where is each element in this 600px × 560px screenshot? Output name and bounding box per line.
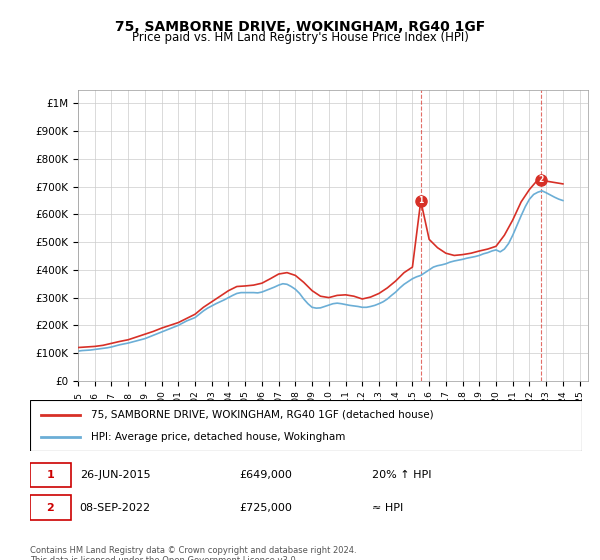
Text: HPI: Average price, detached house, Wokingham: HPI: Average price, detached house, Woki… [91, 432, 345, 442]
Text: 2: 2 [47, 502, 54, 512]
FancyBboxPatch shape [30, 463, 71, 487]
Text: Price paid vs. HM Land Registry's House Price Index (HPI): Price paid vs. HM Land Registry's House … [131, 31, 469, 44]
Text: 1: 1 [47, 470, 54, 480]
Text: 75, SAMBORNE DRIVE, WOKINGHAM, RG40 1GF: 75, SAMBORNE DRIVE, WOKINGHAM, RG40 1GF [115, 20, 485, 34]
Text: £649,000: £649,000 [240, 470, 293, 480]
Text: 20% ↑ HPI: 20% ↑ HPI [372, 470, 432, 480]
Text: 08-SEP-2022: 08-SEP-2022 [80, 502, 151, 512]
Text: Contains HM Land Registry data © Crown copyright and database right 2024.
This d: Contains HM Land Registry data © Crown c… [30, 546, 356, 560]
FancyBboxPatch shape [30, 496, 71, 520]
Text: ≈ HPI: ≈ HPI [372, 502, 403, 512]
Text: £725,000: £725,000 [240, 502, 293, 512]
Text: 26-JUN-2015: 26-JUN-2015 [80, 470, 151, 480]
Text: 1: 1 [418, 197, 424, 206]
Text: 2: 2 [539, 175, 544, 184]
FancyBboxPatch shape [30, 400, 582, 451]
Text: 75, SAMBORNE DRIVE, WOKINGHAM, RG40 1GF (detached house): 75, SAMBORNE DRIVE, WOKINGHAM, RG40 1GF … [91, 409, 433, 419]
